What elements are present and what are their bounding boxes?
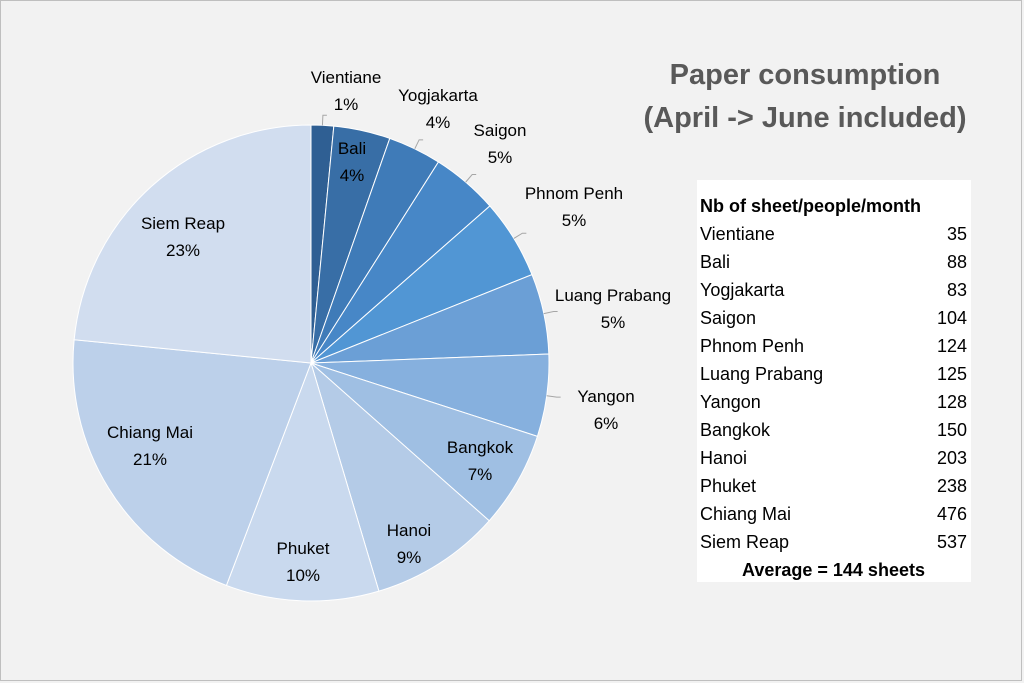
table-cell-value: 476: [936, 504, 967, 524]
pie-slices: [72, 124, 550, 602]
table-cell-city: Yangon: [700, 392, 761, 412]
slice-label-name: Chiang Mai: [107, 423, 193, 442]
table-cell-value: 150: [936, 420, 967, 440]
slice-label-name: Bangkok: [447, 438, 514, 457]
chart-title-line-2: (April -> June included): [643, 102, 967, 134]
slice-label-percent: 6%: [594, 414, 619, 433]
table-row: Yogjakarta 83: [700, 276, 967, 304]
slice-label-name: Yogjakarta: [398, 86, 478, 105]
slice-label: Hanoi 9%: [387, 521, 431, 567]
table-cell-city: Chiang Mai: [700, 504, 792, 524]
table-row: Chiang Mai 476: [700, 500, 967, 528]
slice-labels: Vientiane 1%Bali 4%Yogjakarta 4% Saigon 5%Phn…: [107, 68, 671, 585]
table-cell-value: 128: [936, 392, 967, 412]
table-cell-city: Bali: [700, 252, 731, 272]
chart-title: Paper consumption (April -> June include…: [610, 54, 1000, 140]
leader-line: [414, 139, 424, 150]
table-row: Vientiane 35: [700, 220, 967, 248]
table-row: Luang Prabang 125: [700, 360, 967, 388]
table-cell-city: Luang Prabang: [700, 364, 824, 384]
slice-label-percent: 23%: [166, 241, 200, 260]
table-row: Phnom Penh 124: [700, 332, 967, 360]
slice-label-name: Yangon: [577, 387, 634, 406]
leader-line: [513, 232, 527, 239]
data-table: Nb of sheet/people/month Vientiane 35 Bali…: [697, 180, 971, 582]
slice-label-percent: 5%: [601, 313, 626, 332]
table-header: Nb of sheet/people/month: [700, 196, 922, 216]
table-cell-value: 238: [936, 476, 967, 496]
leader-line: [321, 114, 327, 126]
slice-label: Bali 4%: [338, 139, 366, 185]
table-row: Phuket 238: [700, 472, 967, 500]
slice-label-percent: 10%: [286, 566, 320, 585]
leader-line: [543, 311, 558, 315]
slice-label-percent: 5%: [562, 211, 587, 230]
table-cell-value: 88: [946, 252, 967, 272]
slice-label-percent: 21%: [133, 450, 167, 469]
slice-label: Phnom Penh 5%: [525, 184, 623, 230]
table-cell-city: Siem Reap: [700, 532, 790, 552]
table-cell-value: 83: [946, 280, 967, 300]
slice-label-percent: 5%: [488, 148, 513, 167]
pie-slice: [73, 124, 312, 364]
slice-label-name: Saigon: [474, 121, 527, 140]
pie-slice: [310, 361, 490, 592]
table-cell-city: Bangkok: [700, 420, 771, 440]
table-cell-value: 537: [936, 532, 967, 552]
table-cell-city: Phnom Penh: [700, 336, 805, 356]
chart-title-line-1: Paper consumption: [669, 59, 941, 91]
pie-slice: [225, 361, 380, 602]
slice-label: Yangon 6%: [577, 387, 634, 433]
table-cell-value: 104: [936, 308, 967, 328]
table-row: Siem Reap 537: [700, 528, 967, 556]
table-row: Bali 88: [700, 248, 967, 276]
slice-label-name: Hanoi: [387, 521, 431, 540]
table-cell-city: Saigon: [700, 308, 757, 328]
table-row: Bangkok 150: [700, 416, 967, 444]
table-cell-city: Hanoi: [700, 448, 748, 468]
leader-line: [465, 174, 477, 183]
slice-label-percent: 1%: [334, 95, 359, 114]
slice-label-percent: 9%: [397, 548, 422, 567]
table-row: Yangon 128: [700, 388, 967, 416]
table-cell-value: 35: [946, 224, 967, 244]
slice-label: Siem Reap 23%: [141, 214, 225, 260]
leader-line: [546, 395, 561, 398]
slice-label-percent: 4%: [426, 113, 451, 132]
pie-slice: [72, 339, 312, 587]
leader-lines: [321, 114, 561, 398]
slice-label-name: Phnom Penh: [525, 184, 623, 203]
slice-label: Phuket 10%: [277, 539, 330, 585]
slice-label: Saigon 5%: [474, 121, 527, 167]
slice-label-percent: 7%: [468, 465, 493, 484]
table-cell-value: 124: [936, 336, 967, 356]
slice-label: Luang Prabang 5%: [555, 286, 671, 332]
table-row: Saigon 104: [700, 304, 967, 332]
table-cell-city: Vientiane: [700, 224, 775, 244]
table-rows: Vientiane 35 Bali 88 Yogjakarta 83 Saigon 104 Ph…: [700, 220, 967, 556]
table-average: Average = 144 sheets: [742, 560, 925, 580]
slice-label: Bangkok 7%: [447, 438, 514, 484]
table-cell-value: 125: [936, 364, 967, 384]
slice-label-name: Vientiane: [311, 68, 382, 87]
table-cell-city: Yogjakarta: [700, 280, 785, 300]
slice-label-name: Siem Reap: [141, 214, 225, 233]
table-row: Hanoi 203: [700, 444, 967, 472]
slice-label-name: Bali: [338, 139, 366, 158]
slice-label-name: Luang Prabang: [555, 286, 671, 305]
slice-label: Chiang Mai 21%: [107, 423, 193, 469]
table-cell-value: 203: [936, 448, 967, 468]
slice-label: Yogjakarta 4%: [398, 86, 478, 132]
slice-label-name: Phuket: [277, 539, 330, 558]
slice-label: Vientiane 1%: [311, 68, 382, 114]
table-cell-city: Phuket: [700, 476, 757, 496]
slice-label-percent: 4%: [340, 166, 365, 185]
